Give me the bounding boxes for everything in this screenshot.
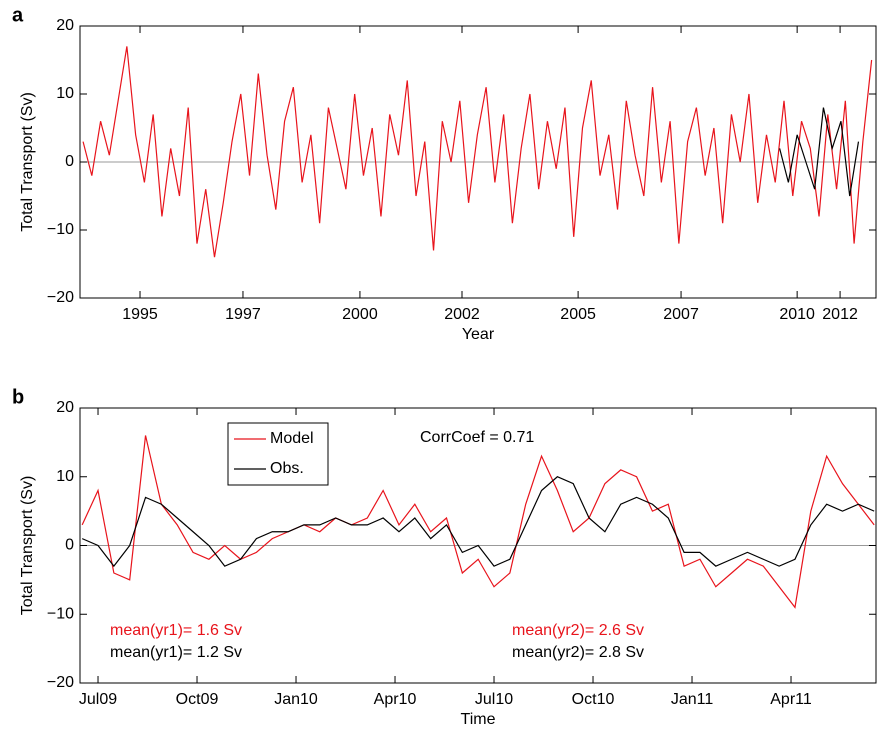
x-tick-label: 2012 [822, 306, 858, 323]
series-line [779, 107, 860, 197]
x-tick-label: Jul09 [79, 691, 117, 708]
y-axis-label: Total Transport (Sv) [19, 92, 36, 232]
y-tick-label: 0 [65, 537, 74, 554]
x-tick-label: 1997 [225, 306, 261, 323]
x-tick-label: Oct09 [176, 691, 219, 708]
annotation: mean(yr1)= 1.2 Sv [110, 644, 242, 661]
legend-label: Model [270, 430, 314, 447]
x-tick-label: Apr10 [374, 691, 417, 708]
x-tick-label: 2007 [663, 306, 699, 323]
y-tick-label: −10 [47, 605, 74, 622]
annotation: mean(yr1)= 1.6 Sv [110, 622, 242, 639]
series-line [81, 435, 875, 609]
x-tick-label: Jan10 [274, 691, 318, 708]
x-tick-label: Jul10 [475, 691, 513, 708]
legend-box [227, 422, 329, 486]
annotation: CorrCoef = 0.71 [420, 429, 534, 446]
y-tick-label: 0 [65, 153, 74, 170]
x-tick-label: 2005 [560, 306, 596, 323]
panel-label: a [12, 4, 24, 26]
annotation: mean(yr2)= 2.8 Sv [512, 644, 644, 661]
y-tick-label: 10 [56, 468, 74, 485]
y-tick-label: 20 [56, 399, 74, 416]
x-tick-label: 1995 [122, 306, 158, 323]
y-tick-label: 10 [56, 85, 74, 102]
y-tick-label: −20 [47, 289, 74, 306]
x-axis-label: Time [461, 711, 496, 728]
x-axis-label: Year [462, 326, 495, 343]
x-tick-label: 2002 [444, 306, 480, 323]
y-tick-label: 20 [56, 17, 74, 34]
x-tick-label: Apr11 [770, 691, 812, 708]
x-tick-label: 2010 [779, 306, 815, 323]
series-line [82, 46, 873, 258]
y-axis-label: Total Transport (Sv) [19, 476, 36, 616]
legend-label: Obs. [270, 460, 304, 477]
x-tick-label: Jan11 [671, 691, 714, 708]
y-tick-label: −10 [47, 221, 74, 238]
y-tick-label: −20 [47, 674, 74, 691]
annotation: mean(yr2)= 2.6 Sv [512, 622, 644, 639]
x-tick-label: 2000 [342, 306, 378, 323]
panel-label: b [12, 386, 24, 408]
series-line [81, 476, 875, 568]
x-tick-label: Oct10 [572, 691, 615, 708]
